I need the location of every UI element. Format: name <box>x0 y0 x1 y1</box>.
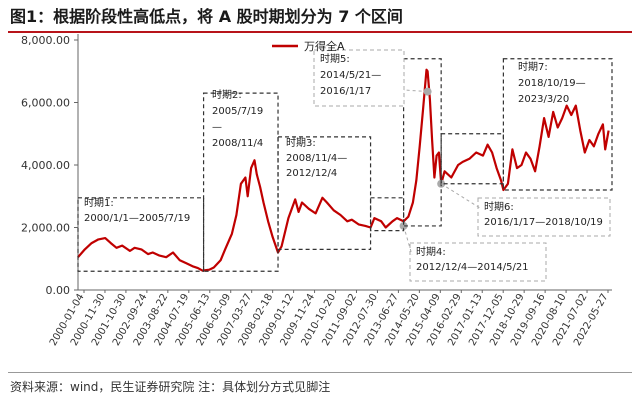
legend-label: 万得全A <box>304 39 345 53</box>
period-label-text-7: 2018/10/19— <box>518 78 586 89</box>
period-label-text-2: 时期2: <box>212 89 242 101</box>
y-tick-label: 6,000.00 <box>21 97 70 110</box>
source-divider <box>8 372 632 373</box>
period-label-text-4: 2012/12/4—2014/5/21 <box>416 262 529 273</box>
period-label-text-4: 时期4: <box>416 246 446 258</box>
y-tick-label: 2,000.00 <box>21 222 70 235</box>
period-label-text-1: 2000/1/1—2005/7/19 <box>84 213 190 224</box>
title-divider <box>8 31 632 33</box>
period-label-text-5: 2014/5/21— <box>320 70 381 81</box>
period-label-text-3: 2012/12/4 <box>286 168 337 179</box>
period-5-connector <box>403 89 428 93</box>
period-label-text-5: 2016/1/17 <box>320 86 371 97</box>
period-label-text-2: 2008/11/4 <box>212 138 263 149</box>
period-label-text-3: 2008/11/4— <box>286 153 347 164</box>
series-line-wande-all-a <box>77 68 610 272</box>
period-label-text-3: 时期3: <box>286 137 316 149</box>
period-box-7 <box>502 58 613 191</box>
line-chart: 0.00 2,000.00 4,000.00 6,000.00 8,000.00 2000… <box>21 34 613 348</box>
period-label-text-7: 2023/3/20 <box>518 94 569 105</box>
y-tick-label: 0.00 <box>46 284 71 297</box>
period-label-text-2: 2005/7/19 <box>212 106 263 117</box>
period-label-text-7: 时期7: <box>518 61 548 73</box>
period-label-box <box>313 49 405 107</box>
period-label-box <box>477 197 611 237</box>
y-tick-label: 4,000.00 <box>21 159 70 172</box>
period-4-connector <box>403 225 413 256</box>
period-6-connector <box>440 183 481 209</box>
period-box-5 <box>403 58 442 227</box>
source-note: 资料来源：wind，民生证券研究院 注：具体划分方式见脚注 <box>10 380 331 394</box>
period-label-box <box>409 242 547 282</box>
period-label-text-1: 时期1: <box>84 197 114 209</box>
period-label-text-2: — <box>212 122 222 133</box>
period-box-1 <box>77 197 205 272</box>
period-label-text-6: 2016/1/17—2018/10/19 <box>484 217 603 228</box>
period-box-3 <box>277 136 372 250</box>
period-label-text-5: 时期5: <box>320 53 350 65</box>
period-label-text-6: 时期6: <box>484 201 514 213</box>
page-title: 图1：根据阶段性高低点，将 A 股时期划分为 7 个区间 <box>10 7 403 26</box>
y-tick-label: 8,000.00 <box>21 34 70 47</box>
